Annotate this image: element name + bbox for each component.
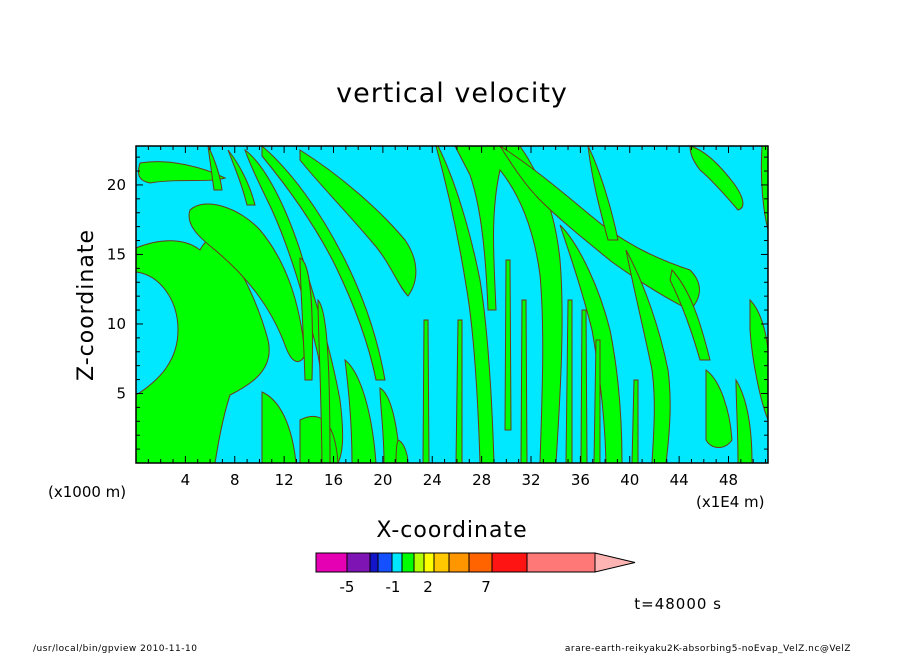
colorbar-segment [526,552,596,573]
updraft-region [669,268,711,361]
updraft-region [520,299,528,464]
updraft-region [299,149,417,297]
x-tick-label: 8 [230,471,240,489]
footer-right: arare-earth-reikyaku2K-absorbing5-noEvap… [565,644,851,654]
updraft-region [299,257,313,381]
footer-left: /usr/local/bin/gpview 2010-11-10 [33,644,197,654]
plot-area [135,144,769,464]
y-tick-label: 10 [107,315,126,333]
updraft-region [207,145,223,191]
x-axis-ticks: 4 8 12 16 20 24 28 32 36 40 44 48 [147,146,767,489]
x-tick-label: 40 [620,471,639,489]
colorbar-segment [346,552,371,573]
updraft-region [227,149,256,206]
updraft-region [689,145,744,211]
y-tick-label: 20 [107,176,126,194]
y-axis-ticks: 5 10 15 20 [107,156,768,450]
y-tick-label: 5 [116,384,126,402]
x-tick-label: 12 [275,471,294,489]
colorbar-labels: -5 -1 2 7 [340,578,491,596]
colorbar-segment [423,552,435,573]
x-tick-label: 16 [324,471,343,489]
x-tick-label: 28 [472,471,491,489]
updraft-region [422,319,430,464]
x-tick-label: 24 [423,471,442,489]
time-label: t=48000 s [634,595,722,613]
updraft-region [137,161,227,184]
colorbar-label: 2 [423,578,433,596]
colorbar-segment [391,552,403,573]
velocity-field [135,144,769,464]
plot-frame [135,145,769,464]
x-unit-label: (x1E4 m) [696,493,765,511]
x-tick-label: 20 [373,471,392,489]
updraft-region [580,309,588,464]
x-tick-label: 44 [670,471,689,489]
x-axis-label: X-coordinate [376,518,527,543]
colorbar-label: -1 [386,578,401,596]
y-unit-label: (x1000 m) [48,483,126,501]
colorbar-segment [491,552,528,573]
x-tick-label: 48 [719,471,738,489]
colorbar-segment [377,552,393,573]
colorbar [315,552,636,573]
updraft-region [135,237,270,464]
x-tick-label: 32 [521,471,540,489]
colorbar-segment [315,552,348,573]
x-tick-label: 4 [181,471,191,489]
colorbar-segment [369,552,379,573]
y-tick-label: 15 [107,245,126,263]
colorbar-label: 7 [481,578,491,596]
updraft-region [261,144,386,381]
updraft-region [587,145,619,241]
x-tick-label: 36 [571,471,590,489]
y-axis-label: Z-coordinate [74,229,99,381]
colorbar-segment [448,552,470,573]
colorbar-arrow [594,552,636,573]
colorbar-segment [433,552,450,573]
updraft-region [188,203,306,363]
updraft-region [504,259,512,431]
chart-title: vertical velocity [336,78,568,109]
updraft-region [705,369,733,448]
colorbar-segment [401,552,415,573]
colorbar-segment [413,552,425,573]
colorbar-label: -5 [340,578,355,596]
colorbar-segment [468,552,493,573]
updraft-region [454,145,563,464]
